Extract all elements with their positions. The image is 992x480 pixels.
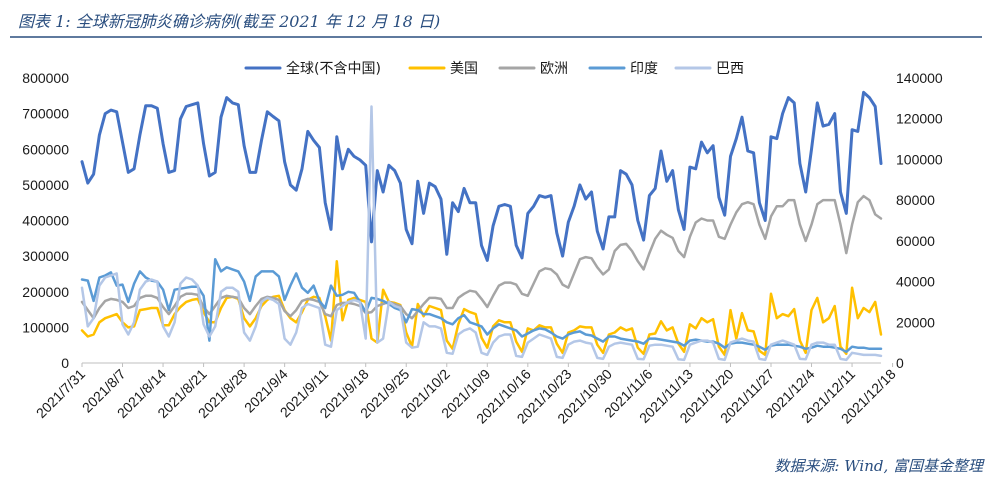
- y-left-tick-label: 400000: [22, 213, 69, 229]
- series-line-brazil: [80, 105, 883, 362]
- series-line-europe: [80, 194, 883, 320]
- y-right-tick-label: 120000: [896, 111, 943, 127]
- y-left-tick-label: 300000: [22, 248, 69, 264]
- legend-label-usa: 美国: [450, 61, 478, 77]
- y-right-tick-label: 80000: [896, 192, 935, 208]
- y-right-tick-label: 20000: [896, 314, 935, 330]
- legend-label-europe: 欧洲: [540, 61, 568, 77]
- y-right-tick-label: 140000: [896, 70, 943, 86]
- y-left-tick-label: 100000: [22, 319, 69, 335]
- y-right-tick-label: 60000: [896, 233, 935, 249]
- y-left-tick-label: 500000: [22, 177, 69, 193]
- legend-label-india: 印度: [630, 61, 658, 77]
- y-right-tick-label: 100000: [896, 151, 943, 167]
- y-right-tick-label: 0: [896, 355, 904, 371]
- legend-label-brazil: 巴西: [716, 61, 744, 77]
- series-line-india: [80, 257, 883, 354]
- y-left-tick-label: 200000: [22, 284, 69, 300]
- chart-title: 图表 1: 全球新冠肺炎确诊病例(截至 2021 年 12 月 18 日): [18, 12, 440, 31]
- legend: 全球(不含中国) 美国 欧洲 印度 巴西: [244, 60, 744, 77]
- y-left-tick-label: 700000: [22, 106, 69, 122]
- y-left-tick-label: 600000: [22, 141, 69, 157]
- plot-area: [80, 90, 883, 362]
- chart-source: 数据来源: Wind, 富国基金整理: [774, 457, 985, 475]
- y-right-tick-label: 40000: [896, 274, 935, 290]
- y-left-tick-label: 0: [61, 355, 69, 371]
- y-left-tick-label: 800000: [22, 70, 69, 86]
- series-line-global: [80, 90, 883, 262]
- legend-label-global: 全球(不含中国): [286, 60, 381, 77]
